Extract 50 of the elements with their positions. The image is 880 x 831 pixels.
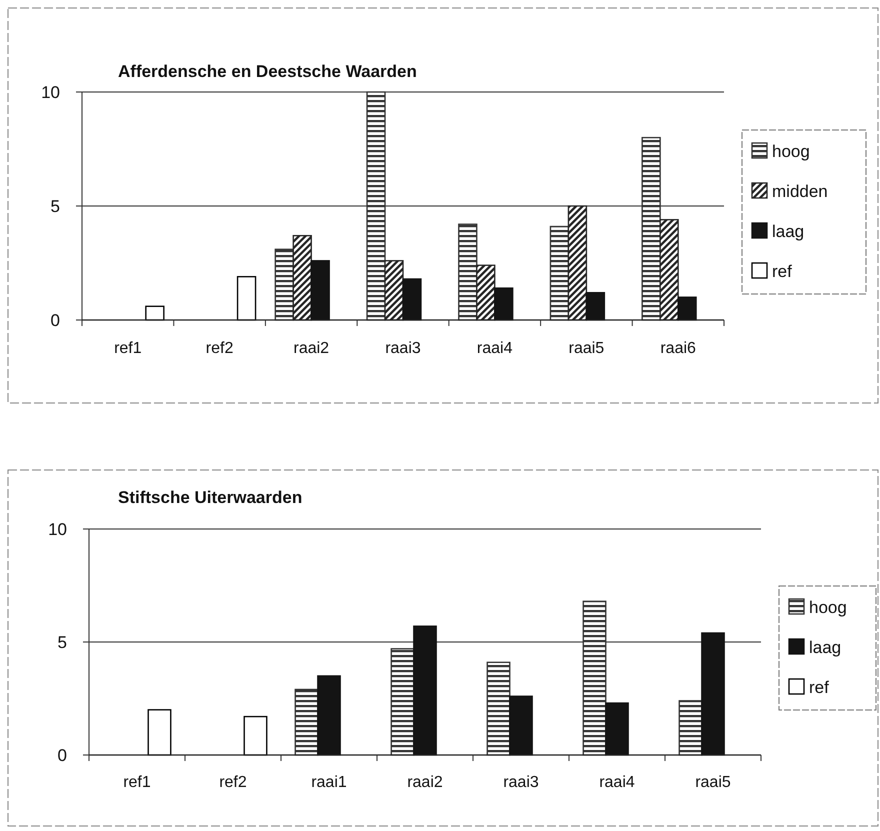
y-tick-label: 5 — [50, 197, 60, 216]
x-tick-label: raai3 — [503, 774, 539, 791]
x-tick-label: ref2 — [206, 340, 234, 357]
legend-label: ref — [772, 262, 792, 281]
bar — [317, 675, 341, 756]
legend-label: laag — [809, 638, 842, 657]
bar — [677, 296, 697, 321]
bar — [486, 662, 510, 756]
x-tick-label: raai6 — [660, 340, 696, 357]
bar — [274, 248, 294, 321]
x-tick-label: raai2 — [293, 340, 330, 357]
legend-label: ref — [809, 678, 830, 697]
bar — [310, 260, 330, 321]
legend-label: hoog — [809, 598, 847, 617]
bar — [145, 306, 164, 321]
legend-label: laag — [772, 222, 804, 241]
bar — [244, 716, 268, 756]
chart-title: Afferdensche en Deestsche Waarden — [118, 62, 417, 81]
bar — [678, 700, 702, 756]
bar — [390, 648, 414, 756]
x-tick-label: raai3 — [385, 340, 421, 357]
bar — [402, 278, 422, 321]
bar — [701, 632, 725, 756]
bar — [509, 696, 533, 756]
bar — [586, 292, 606, 321]
x-tick-label: raai5 — [568, 340, 604, 357]
bar — [494, 287, 514, 321]
bar — [605, 702, 629, 756]
legend-label: midden — [772, 182, 828, 201]
x-tick-label: raai1 — [311, 774, 347, 791]
y-tick-label: 5 — [58, 633, 67, 652]
x-tick-label: raai2 — [407, 774, 443, 791]
x-tick-label: raai5 — [695, 774, 731, 791]
x-tick-label: ref1 — [114, 340, 142, 357]
y-tick-label: 0 — [58, 746, 67, 765]
y-tick-label: 10 — [41, 83, 60, 102]
bar — [148, 709, 172, 756]
x-tick-label: raai4 — [476, 340, 513, 357]
bar — [550, 226, 570, 321]
x-tick-label: ref1 — [123, 774, 151, 791]
bar — [294, 688, 318, 756]
bar — [458, 224, 478, 321]
x-tick-label: ref2 — [219, 774, 247, 791]
bar — [413, 626, 437, 756]
x-tick-label: raai4 — [599, 774, 635, 791]
legend-label: hoog — [772, 142, 810, 161]
y-tick-label: 0 — [50, 311, 60, 330]
y-tick-label: 10 — [48, 520, 67, 539]
bar — [236, 276, 256, 321]
chart-title: Stiftsche Uiterwaarden — [118, 488, 302, 507]
